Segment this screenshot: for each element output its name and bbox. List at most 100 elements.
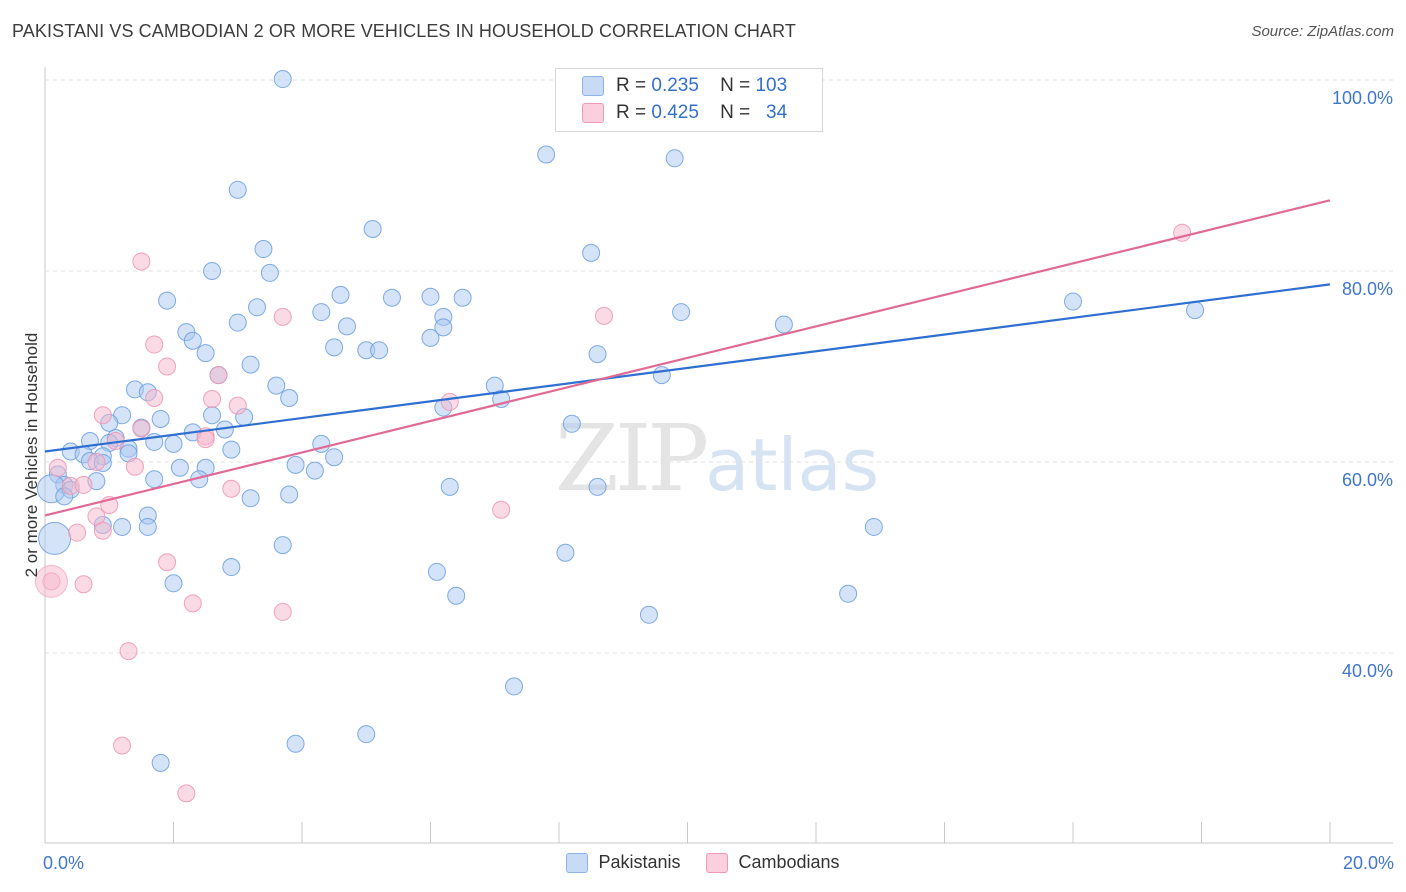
- pakistani-point: [337, 317, 356, 336]
- cambodian-point: [93, 406, 112, 425]
- cambodian-point: [132, 419, 151, 438]
- pakistani-point: [421, 287, 440, 306]
- pakistani-point: [151, 753, 170, 772]
- cambodian-point: [183, 594, 202, 613]
- pakistani-point: [222, 440, 241, 459]
- chart-title: PAKISTANI VS CAMBODIAN 2 OR MORE VEHICLE…: [12, 21, 797, 41]
- pakistani-point: [280, 485, 299, 504]
- pakistani-point: [562, 414, 581, 433]
- series-legend-label: Pakistanis: [598, 852, 681, 872]
- legend-r-value: 0.425: [651, 102, 699, 123]
- series-legend-label: Cambodians: [738, 852, 840, 872]
- legend-n-label: N =: [720, 102, 751, 123]
- pakistani-point: [505, 677, 524, 696]
- pakistani-point: [267, 376, 286, 395]
- x-tick-label-min: 0.0%: [43, 853, 85, 873]
- cambodian-point: [203, 389, 222, 408]
- pakistani-point: [145, 470, 164, 489]
- legend-row-cambodians: R = 0.425 N = 34: [582, 101, 787, 125]
- cambodian-point: [145, 389, 164, 408]
- pakistani-point: [382, 288, 401, 307]
- cambodian-point: [196, 430, 215, 449]
- cambodian-point: [119, 642, 138, 661]
- cambodian-point: [34, 564, 68, 598]
- legend-r-label: R =: [616, 75, 647, 96]
- pakistani-point: [260, 263, 279, 282]
- pakistani-point: [203, 262, 222, 280]
- pakistani-point: [556, 543, 575, 562]
- watermark-atlas: atlas: [705, 423, 880, 507]
- y-axis-title: 2 or more Vehicles in Household: [22, 332, 41, 578]
- legend-n-label: N =: [720, 75, 751, 96]
- pakistani-point: [421, 328, 440, 347]
- pakistani-point: [325, 338, 344, 357]
- series-legend-cambodians[interactable]: Cambodians: [706, 852, 840, 873]
- pakistani-trend-line: [44, 283, 1331, 453]
- cambodian-point: [440, 392, 459, 411]
- series-legend-pakistanis[interactable]: Pakistanis: [566, 852, 680, 873]
- legend-r-value: 0.235: [651, 75, 699, 96]
- pakistani-point: [164, 574, 183, 593]
- pakistani-point: [183, 331, 202, 350]
- x-tick-label-max: 20.0%: [1342, 853, 1394, 873]
- series-swatch-pakistanis: [566, 852, 589, 873]
- pakistani-point: [537, 145, 556, 164]
- pakistani-point: [254, 240, 273, 259]
- pakistani-point: [305, 461, 324, 480]
- legend-n-value: 34: [766, 102, 788, 123]
- cambodian-point: [113, 736, 132, 755]
- pakistani-point: [286, 455, 305, 474]
- pakistani-point: [774, 315, 793, 334]
- legend-n-value: 103: [755, 75, 788, 96]
- pakistani-point: [164, 434, 183, 453]
- pakistani-point: [453, 288, 472, 307]
- cambodian-point: [273, 307, 292, 326]
- legend-r-label: R =: [616, 102, 647, 123]
- pakistani-point: [241, 489, 260, 508]
- y-tick-label: 60.0%: [1342, 470, 1393, 490]
- pakistani-point: [273, 70, 292, 89]
- pakistani-point: [447, 586, 466, 605]
- pakistani-point: [170, 458, 189, 477]
- legend-swatch-cambodians: [582, 103, 604, 123]
- cambodian-point: [158, 357, 177, 376]
- cambodian-point: [273, 602, 292, 621]
- cambodian-point: [87, 453, 106, 471]
- pakistani-point: [665, 149, 684, 168]
- y-tick-label: 100.0%: [1332, 88, 1393, 108]
- cambodian-point: [222, 479, 241, 498]
- pakistani-point: [222, 558, 241, 577]
- watermark: ZIPatlas: [555, 405, 879, 512]
- pakistani-point: [588, 477, 607, 496]
- pakistani-point: [203, 406, 222, 425]
- pakistani-point: [228, 313, 247, 332]
- legend-swatch-pakistanis: [582, 76, 604, 96]
- pakistani-point: [273, 536, 292, 555]
- pakistani-point: [357, 725, 376, 744]
- cambodian-point: [93, 521, 112, 540]
- cambodian-point: [209, 366, 228, 385]
- cambodian-point: [492, 500, 511, 519]
- pakistani-point: [672, 303, 691, 322]
- pakistani-point: [286, 734, 305, 753]
- pakistani-point: [370, 341, 389, 360]
- cambodian-point: [74, 575, 93, 594]
- cambodian-point: [132, 252, 151, 271]
- pakistani-point: [312, 303, 331, 322]
- pakistani-point: [280, 389, 299, 408]
- y-tick-label: 40.0%: [1342, 661, 1393, 681]
- pakistani-point: [248, 298, 267, 317]
- cambodian-point: [48, 458, 67, 477]
- pakistani-point: [434, 318, 453, 337]
- pakistani-point: [331, 285, 350, 304]
- pakistani-point: [196, 344, 215, 363]
- cambodian-point: [177, 784, 196, 803]
- pakistani-point: [151, 410, 170, 429]
- cambodian-point: [158, 553, 177, 572]
- pakistani-point: [228, 180, 247, 199]
- cambodian-point: [74, 475, 93, 494]
- cambodian-point: [594, 306, 613, 325]
- pakistani-point: [363, 219, 382, 238]
- pakistani-point: [1064, 292, 1082, 311]
